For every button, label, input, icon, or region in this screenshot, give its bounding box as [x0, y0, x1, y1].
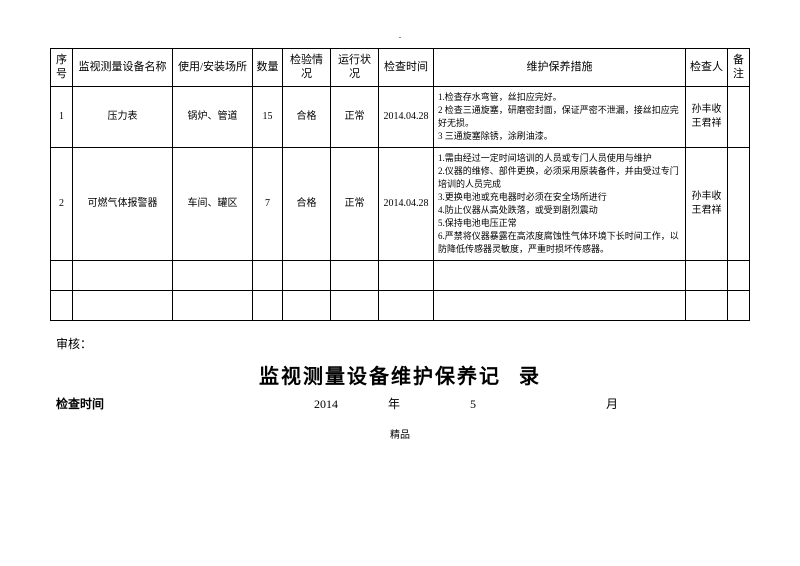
cell-empty [728, 291, 750, 321]
date-row: 检查时间 2014 年 5 月 [50, 395, 750, 412]
cell-chk: 孙丰收王君祥 [686, 147, 728, 260]
title-part-b: 录 [519, 366, 541, 388]
cell-loc: 锅炉、管道 [173, 86, 253, 147]
table-row: 1压力表锅炉、管道15合格正常2014.04.281.检查存水弯管，丝扣应完好。… [51, 86, 750, 147]
cell-empty [73, 291, 173, 321]
cell-empty [686, 291, 728, 321]
cell-meas: 1.需由经过一定时间培训的人员或专门人员使用与维护2.仪器的维修、部件更换，必须… [434, 147, 686, 260]
cell-note [728, 86, 750, 147]
cell-empty [253, 291, 283, 321]
page-marker: . [50, 30, 750, 40]
cell-name: 压力表 [73, 86, 173, 147]
reviewer-label: 审核： [56, 335, 750, 352]
cell-name: 可燃气体报警器 [73, 147, 173, 260]
cell-qty: 15 [253, 86, 283, 147]
cell-empty [379, 261, 434, 291]
title-part-a: 监视测量设备维护保养记 [259, 366, 501, 388]
cell-empty [253, 261, 283, 291]
check-time-label: 检查时间 [56, 395, 104, 412]
cell-insp: 合格 [283, 147, 331, 260]
th-run: 运行状况 [331, 49, 379, 87]
th-insp: 检验情况 [283, 49, 331, 87]
table-body: 1压力表锅炉、管道15合格正常2014.04.281.检查存水弯管，丝扣应完好。… [51, 86, 750, 321]
cell-loc: 车间、罐区 [173, 147, 253, 260]
th-qty: 数量 [253, 49, 283, 87]
cell-empty [379, 291, 434, 321]
th-chk: 检查人 [686, 49, 728, 87]
table-row-empty [51, 291, 750, 321]
month-value: 5 [470, 397, 476, 412]
maintenance-table: 序号 监视测量设备名称 使用/安装场所 数量 检验情况 运行状况 检查时间 维护… [50, 48, 750, 321]
cell-time: 2014.04.28 [379, 147, 434, 260]
cell-empty [434, 291, 686, 321]
cell-empty [173, 291, 253, 321]
cell-empty [283, 261, 331, 291]
cell-qty: 7 [253, 147, 283, 260]
table-row: 2可燃气体报警器车间、罐区7合格正常2014.04.281.需由经过一定时间培训… [51, 147, 750, 260]
cell-empty [73, 261, 173, 291]
cell-run: 正常 [331, 147, 379, 260]
cell-empty [331, 291, 379, 321]
cell-empty [51, 261, 73, 291]
table-row-empty [51, 261, 750, 291]
cell-meas: 1.检查存水弯管，丝扣应完好。2 检查三通旋塞，研磨密封面，保证严密不泄漏，接丝… [434, 86, 686, 147]
cell-empty [173, 261, 253, 291]
cell-seq: 1 [51, 86, 73, 147]
cell-empty [283, 291, 331, 321]
month-char: 月 [606, 395, 618, 412]
cell-note [728, 147, 750, 260]
cell-time: 2014.04.28 [379, 86, 434, 147]
th-name: 监视测量设备名称 [73, 49, 173, 87]
year-char: 年 [388, 395, 400, 412]
cell-seq: 2 [51, 147, 73, 260]
cell-empty [686, 261, 728, 291]
cell-empty [728, 261, 750, 291]
cell-run: 正常 [331, 86, 379, 147]
cell-empty [331, 261, 379, 291]
cell-insp: 合格 [283, 86, 331, 147]
document-title: 监视测量设备维护保养记录 [50, 360, 750, 389]
cell-empty [51, 291, 73, 321]
th-time: 检查时间 [379, 49, 434, 87]
th-loc: 使用/安装场所 [173, 49, 253, 87]
th-note: 备注 [728, 49, 750, 87]
th-seq: 序号 [51, 49, 73, 87]
footer-fine: 精品 [50, 426, 750, 441]
table-header-row: 序号 监视测量设备名称 使用/安装场所 数量 检验情况 运行状况 检查时间 维护… [51, 49, 750, 87]
th-meas: 维护保养措施 [434, 49, 686, 87]
cell-empty [434, 261, 686, 291]
year-value: 2014 [314, 397, 338, 412]
cell-chk: 孙丰收王君祥 [686, 86, 728, 147]
